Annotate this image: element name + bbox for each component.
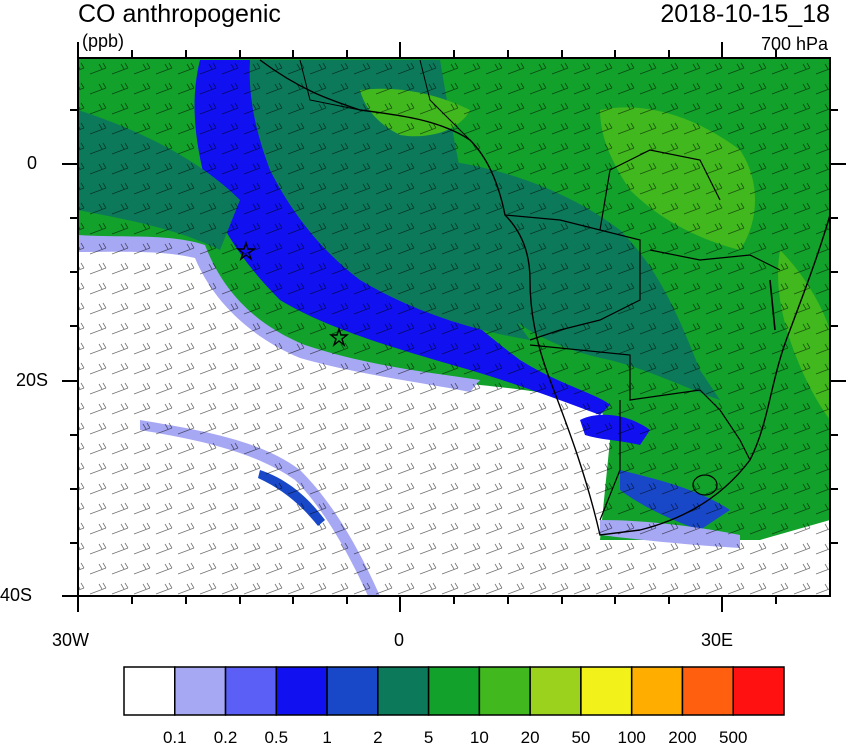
- colorbar-swatch: [681, 666, 734, 716]
- colorbar-label: 5: [423, 728, 434, 747]
- y-axis-ticks: [62, 109, 846, 597]
- map-title: CO anthropogenic: [78, 0, 281, 28]
- pressure-level-label: 700 hPa: [760, 34, 828, 54]
- x-axis-ticks: [77, 42, 777, 612]
- x-tick-label: 30W: [52, 630, 90, 650]
- y-tick-label: 0: [27, 153, 38, 173]
- colorbar-label: 0.1: [162, 728, 187, 747]
- colorbar-swatch: [224, 666, 278, 716]
- x-tick-label: 0: [394, 630, 405, 650]
- colorbar-label: 200: [668, 728, 697, 747]
- colorbar-swatch: [326, 666, 379, 716]
- colorbar-label: 10: [469, 728, 489, 747]
- colorbar-swatch: [529, 666, 582, 716]
- colorbar-swatch: [732, 666, 785, 716]
- units-label: (ppb): [82, 31, 125, 51]
- map-plot-area: [78, 58, 830, 596]
- colorbar-label: 50: [571, 728, 591, 747]
- colorbar-label: 2: [373, 728, 383, 747]
- colorbar-label: 0.5: [264, 728, 289, 747]
- datetime-label: 2018-10-15_18: [660, 0, 830, 28]
- star-marker: [236, 240, 256, 262]
- colorbar-label: 0.2: [213, 728, 238, 747]
- colorbar-label: 1: [322, 728, 332, 747]
- colorbar-swatch: [580, 666, 633, 716]
- colorbar-label: 20: [520, 728, 540, 747]
- y-tick-label: 20S: [16, 370, 49, 390]
- colorbar-swatch: [478, 666, 531, 716]
- colorbar-label: 100: [617, 728, 646, 747]
- coastline: [259, 59, 830, 536]
- y-tick-label: 40S: [0, 585, 33, 605]
- colorbar-swatch: [123, 666, 176, 716]
- colorbar: [123, 666, 785, 716]
- star-marker: [329, 326, 349, 348]
- x-tick-label: 30E: [701, 630, 734, 650]
- colorbar-swatch: [427, 666, 481, 716]
- colorbar-swatch: [275, 666, 328, 716]
- colorbar-swatch: [630, 666, 684, 716]
- colorbar-label: 500: [719, 728, 748, 747]
- colorbar-swatch: [174, 666, 227, 716]
- colorbar-swatch: [377, 666, 430, 716]
